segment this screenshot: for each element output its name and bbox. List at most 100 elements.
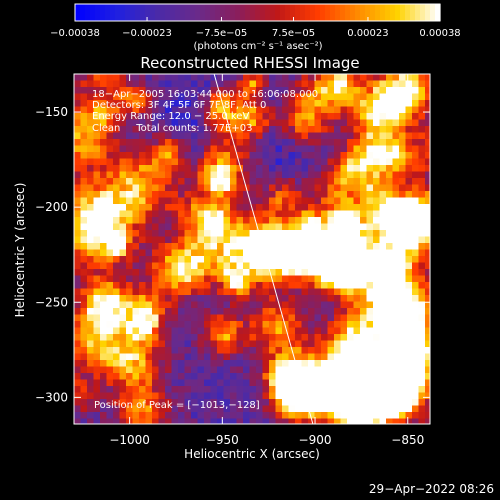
heatmap-cell <box>197 236 205 244</box>
heatmap-cell <box>282 165 289 172</box>
heatmap-cell <box>379 288 387 296</box>
colorbar-cell <box>310 4 316 21</box>
heatmap-cell <box>230 171 237 179</box>
heatmap-cell <box>353 373 361 380</box>
heatmap-cell <box>74 405 81 413</box>
heatmap-cell <box>334 269 341 276</box>
heatmap-cell <box>288 80 296 88</box>
heatmap-cell <box>340 165 348 172</box>
heatmap-cell <box>379 405 387 413</box>
heatmap-cell <box>132 204 140 211</box>
heatmap-cell <box>106 386 114 393</box>
heatmap-cell <box>204 126 211 133</box>
heatmap-cell <box>295 93 302 101</box>
heatmap-cell <box>165 340 172 348</box>
heatmap-cell <box>386 353 393 361</box>
heatmap-cell <box>223 379 231 387</box>
heatmap-cell <box>80 412 88 419</box>
heatmap-cell <box>392 100 400 107</box>
heatmap-cell <box>405 399 413 406</box>
heatmap-cell <box>165 93 172 101</box>
heatmap-cell <box>405 106 413 114</box>
heatmap-cell <box>282 223 289 231</box>
heatmap-cell <box>230 379 237 387</box>
heatmap-cell <box>158 93 166 101</box>
heatmap-cell <box>210 418 218 424</box>
heatmap-cell <box>223 347 231 354</box>
heatmap-cell <box>80 119 88 127</box>
heatmap-cell <box>425 295 430 302</box>
heatmap-cell <box>236 210 244 218</box>
heatmap-cell <box>197 334 205 341</box>
heatmap-cell <box>282 119 289 127</box>
heatmap-cell <box>165 418 172 424</box>
heatmap-cell <box>301 132 309 140</box>
heatmap-cell <box>386 113 393 120</box>
heatmap-cell <box>93 405 101 413</box>
heatmap-cell <box>223 145 231 153</box>
footer-timestamp: 29−Apr−2022 08:26 <box>368 482 494 496</box>
heatmap-cell <box>327 197 335 205</box>
heatmap-cell <box>373 340 380 348</box>
heatmap-cell <box>275 100 283 107</box>
heatmap-cell <box>171 243 179 250</box>
heatmap-cell <box>184 171 192 179</box>
heatmap-cell <box>262 353 270 361</box>
heatmap-cell <box>126 405 133 413</box>
heatmap-cell <box>126 347 133 354</box>
heatmap-cell <box>249 236 257 244</box>
heatmap-cell <box>249 152 257 159</box>
heatmap-cell <box>379 158 387 166</box>
heatmap-cell <box>327 126 335 133</box>
heatmap-cell <box>197 171 205 179</box>
heatmap-cell <box>243 262 250 270</box>
heatmap-cell <box>321 178 328 185</box>
heatmap-cell <box>191 223 198 231</box>
heatmap-cell <box>347 399 354 406</box>
heatmap-cell <box>275 321 283 328</box>
heatmap-cell <box>373 412 380 419</box>
heatmap-cell <box>360 191 367 198</box>
heatmap-cell <box>386 204 393 211</box>
heatmap-cell <box>418 360 426 367</box>
heatmap-cell <box>80 269 88 276</box>
heatmap-cell <box>249 113 257 120</box>
heatmap-cell <box>145 301 153 309</box>
heatmap-cell <box>126 152 133 159</box>
heatmap-cell <box>165 321 172 328</box>
heatmap-cell <box>360 230 367 237</box>
heatmap-cell <box>379 418 387 424</box>
heatmap-cell <box>119 347 127 354</box>
heatmap-cell <box>392 191 400 198</box>
annotation-time-range: 18−Apr−2005 16:03:44.000 to 16:06:08.000 <box>92 89 318 100</box>
heatmap-cell <box>80 379 88 387</box>
heatmap-cell <box>184 373 192 380</box>
heatmap-cell <box>399 178 406 185</box>
heatmap-cell <box>262 87 270 94</box>
heatmap-cell <box>282 386 289 393</box>
heatmap-cell <box>249 191 257 198</box>
heatmap-cell <box>184 126 192 133</box>
heatmap-cell <box>113 269 120 276</box>
heatmap-cell <box>340 405 348 413</box>
heatmap-cell <box>405 184 413 192</box>
heatmap-cell <box>418 217 426 224</box>
heatmap-cell <box>321 275 328 283</box>
heatmap-cell <box>412 386 419 393</box>
heatmap-cell <box>210 321 218 328</box>
colorbar-cell <box>355 4 361 21</box>
heatmap-cell <box>171 269 179 276</box>
heatmap-cell <box>230 275 237 283</box>
heatmap-cell <box>418 282 426 289</box>
heatmap-cell <box>165 217 172 224</box>
heatmap-cell <box>119 308 127 315</box>
heatmap-cell <box>340 308 348 315</box>
heatmap-cell <box>275 106 283 114</box>
heatmap-cell <box>191 353 198 361</box>
heatmap-cell <box>230 373 237 380</box>
heatmap-cell <box>100 334 107 341</box>
heatmap-cell <box>282 80 289 88</box>
heatmap-cell <box>425 282 430 289</box>
heatmap-cell <box>405 256 413 263</box>
heatmap-cell <box>145 100 153 107</box>
